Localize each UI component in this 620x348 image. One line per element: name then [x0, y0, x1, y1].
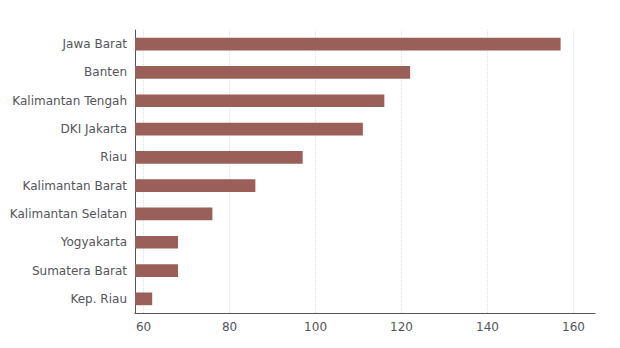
svg-text:Jawa Barat: Jawa Barat [62, 37, 128, 51]
svg-text:Banten: Banten [84, 65, 127, 79]
svg-text:100: 100 [304, 320, 327, 334]
svg-text:60: 60 [136, 320, 151, 334]
svg-text:Riau: Riau [100, 150, 127, 164]
svg-text:Kep. Riau: Kep. Riau [70, 292, 127, 306]
svg-text:80: 80 [222, 320, 237, 334]
svg-text:DKI Jakarta: DKI Jakarta [61, 122, 127, 136]
svg-text:160: 160 [562, 320, 585, 334]
svg-text:Yogyakarta: Yogyakarta [60, 235, 127, 249]
svg-text:140: 140 [476, 320, 499, 334]
svg-text:Kalimantan Tengah: Kalimantan Tengah [12, 94, 127, 108]
svg-text:Kalimantan Barat: Kalimantan Barat [23, 179, 128, 193]
svg-text:Sumatera Barat: Sumatera Barat [32, 264, 127, 278]
svg-text:Kalimantan Selatan: Kalimantan Selatan [10, 207, 127, 221]
svg-text:120: 120 [390, 320, 413, 334]
